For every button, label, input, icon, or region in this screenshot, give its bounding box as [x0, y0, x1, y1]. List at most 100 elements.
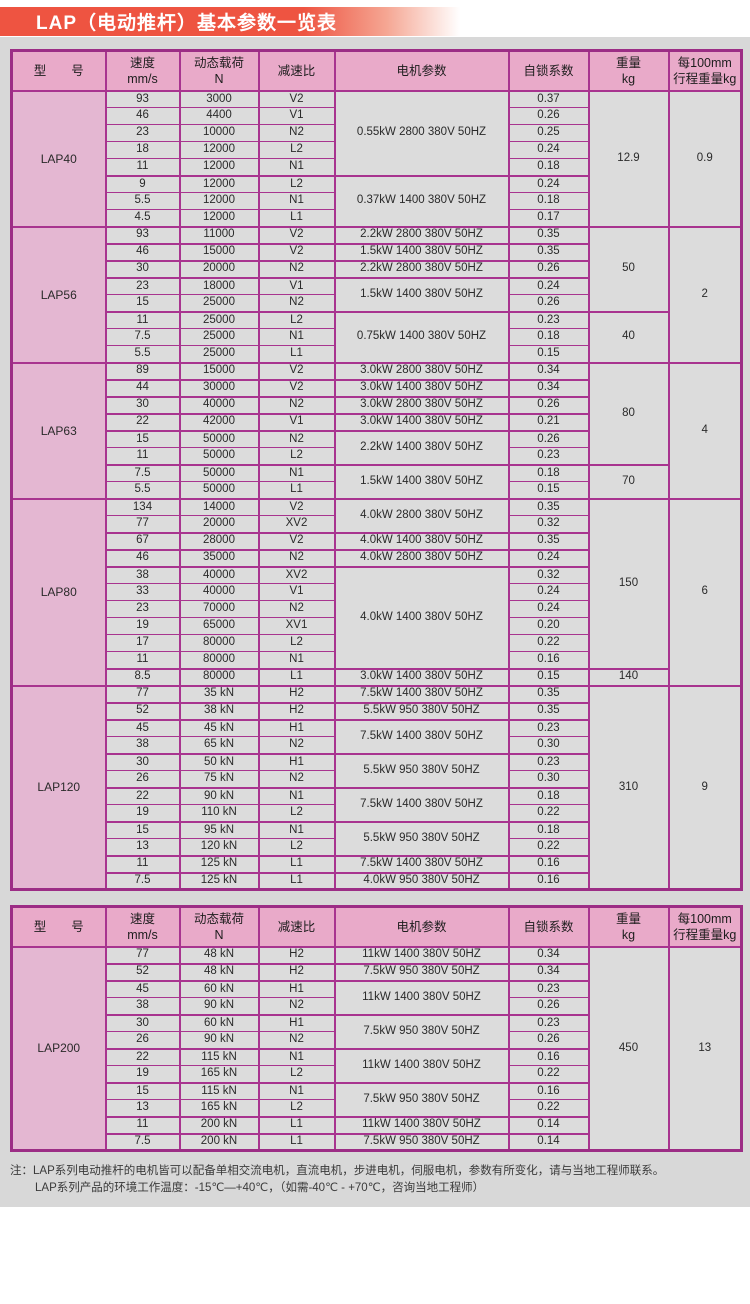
lock-cell: 0.18 [507, 786, 590, 805]
load-cell: 90 kN [178, 786, 260, 805]
lock-cell: 0.34 [507, 361, 590, 380]
speed-cell: 22 [104, 786, 181, 805]
ratio-cell: N1 [257, 651, 336, 669]
speed-cell: 134 [104, 497, 181, 516]
lock-cell: 0.34 [507, 962, 590, 981]
speed-cell: 5.5 [104, 345, 181, 363]
lock-cell: 0.30 [507, 736, 590, 754]
ratio-cell: L2 [257, 310, 336, 329]
lock-cell: 0.22 [507, 838, 590, 856]
motor-cell: 3.0kW 2800 380V 50HZ [333, 395, 510, 414]
column-header-lock: 自锁系数 [507, 906, 590, 948]
lock-cell: 0.18 [507, 820, 590, 839]
ratio-cell: N2 [257, 600, 336, 618]
load-cell: 50000 [178, 447, 260, 465]
load-cell: 95 kN [178, 820, 260, 839]
speed-cell: 30 [104, 259, 181, 278]
lock-cell: 0.23 [507, 752, 590, 771]
load-cell: 165 kN [178, 1099, 260, 1117]
ratio-cell: N2 [257, 1031, 336, 1049]
ratio-cell: V2 [257, 242, 336, 261]
weight-cell: 12.9 [587, 89, 670, 227]
speed-cell: 30 [104, 1013, 181, 1032]
lock-cell: 0.16 [507, 871, 590, 890]
table-row: 5.5 50000 L1 0.15 [12, 481, 742, 499]
ratio-cell: N1 [257, 192, 336, 210]
load-cell: 115 kN [178, 1047, 260, 1066]
load-cell: 12000 [178, 192, 260, 210]
load-cell: 25000 [178, 310, 260, 329]
column-header-model: 型 号 [10, 906, 107, 948]
load-cell: 20000 [178, 515, 260, 533]
page-title-bar: LAP（电动推杆）基本参数一览表 [0, 7, 460, 36]
motor-cell: 4.0kW 1400 380V 50HZ [333, 565, 510, 669]
load-cell: 25000 [178, 345, 260, 363]
speed-cell: 15 [104, 820, 181, 839]
motor-cell: 0.55kW 2800 380V 50HZ [333, 89, 510, 176]
ratio-cell: V2 [257, 378, 336, 397]
table-row: 46 15000 V2 1.5kW 1400 380V 50HZ 0.35 [12, 242, 742, 261]
ratio-cell: XV2 [257, 565, 336, 584]
ratio-cell: XV1 [257, 617, 336, 635]
motor-cell: 7.5kW 950 380V 50HZ [333, 1081, 510, 1117]
speed-cell: 23 [104, 600, 181, 618]
speed-cell: 5.5 [104, 481, 181, 499]
lock-cell: 0.35 [507, 701, 590, 720]
column-header-per100: 每100mm 行程重量kg [667, 906, 743, 948]
motor-cell: 4.0kW 950 380V 50HZ [333, 871, 510, 890]
lock-cell: 0.35 [507, 225, 590, 244]
load-cell: 15000 [178, 242, 260, 261]
ratio-cell: L2 [257, 141, 336, 159]
table-row: 5.5 25000 L1 0.15 [12, 345, 742, 363]
lock-cell: 0.14 [507, 1132, 590, 1151]
column-header-lock: 自锁系数 [507, 50, 590, 92]
load-cell: 30000 [178, 378, 260, 397]
ratio-cell: N1 [257, 1081, 336, 1100]
speed-cell: 23 [104, 124, 181, 142]
spec-table-1: 型 号速度 mm/s 动态载荷 N 减速比 电机参数 自锁系数 重量 kg 每100mm 行程重量k… [10, 49, 743, 891]
ratio-cell: H1 [257, 1013, 336, 1032]
ratio-cell: N2 [257, 259, 336, 278]
ratio-cell: H2 [257, 701, 336, 720]
lock-cell: 0.16 [507, 1081, 590, 1100]
speed-cell: 77 [104, 684, 181, 703]
motor-cell: 2.2kW 1400 380V 50HZ [333, 429, 510, 465]
load-cell: 40000 [178, 583, 260, 601]
speed-cell: 7.5 [104, 463, 181, 482]
speed-cell: 46 [104, 107, 181, 125]
load-cell: 60 kN [178, 1013, 260, 1032]
table-row: 18 12000 L2 0.24 [12, 141, 742, 159]
speed-cell: 77 [104, 945, 181, 964]
model-cell: LAP56 [10, 225, 107, 363]
load-cell: 35 kN [178, 684, 260, 703]
motor-cell: 3.0kW 2800 380V 50HZ [333, 361, 510, 380]
load-cell: 20000 [178, 259, 260, 278]
speed-cell: 19 [104, 1065, 181, 1083]
table-row: 30 50 kN H1 5.5kW 950 380V 50HZ 0.23 [12, 752, 742, 788]
lock-cell: 0.16 [507, 1047, 590, 1066]
load-cell: 125 kN [178, 854, 260, 873]
table-row: 44 30000 V2 3.0kW 1400 380V 50HZ 0.34 [12, 378, 742, 397]
speed-cell: 13 [104, 1099, 181, 1117]
table-row: 15 115 kN N1 7.5kW 950 380V 50HZ 0.16 [12, 1081, 742, 1117]
ratio-cell: L2 [257, 1065, 336, 1083]
page-title: LAP（电动推杆）基本参数一览表 [36, 13, 338, 34]
load-cell: 45 kN [178, 718, 260, 737]
ratio-cell: N1 [257, 328, 336, 346]
load-cell: 3000 [178, 89, 260, 108]
weight-cell: 70 [587, 463, 670, 499]
table-row: 22 90 kN N1 7.5kW 1400 380V 50HZ 0.18 [12, 786, 742, 822]
load-cell: 38 kN [178, 701, 260, 720]
lock-cell: 0.37 [507, 89, 590, 108]
lock-cell: 0.32 [507, 515, 590, 533]
speed-cell: 18 [104, 141, 181, 159]
motor-cell: 11kW 1400 380V 50HZ [333, 1115, 510, 1134]
lock-cell: 0.22 [507, 634, 590, 652]
table-row: 8.5 80000 L1 3.0kW 1400 380V 50HZ 0.15 140 [12, 667, 742, 686]
per100-cell: 13 [667, 945, 743, 1151]
column-header-weight: 重量 kg [587, 906, 670, 948]
motor-cell: 7.5kW 950 380V 50HZ [333, 962, 510, 981]
table-row: 7.5 25000 N1 0.18 [12, 328, 742, 346]
motor-cell: 7.5kW 1400 380V 50HZ [333, 786, 510, 822]
lock-cell: 0.15 [507, 481, 590, 499]
